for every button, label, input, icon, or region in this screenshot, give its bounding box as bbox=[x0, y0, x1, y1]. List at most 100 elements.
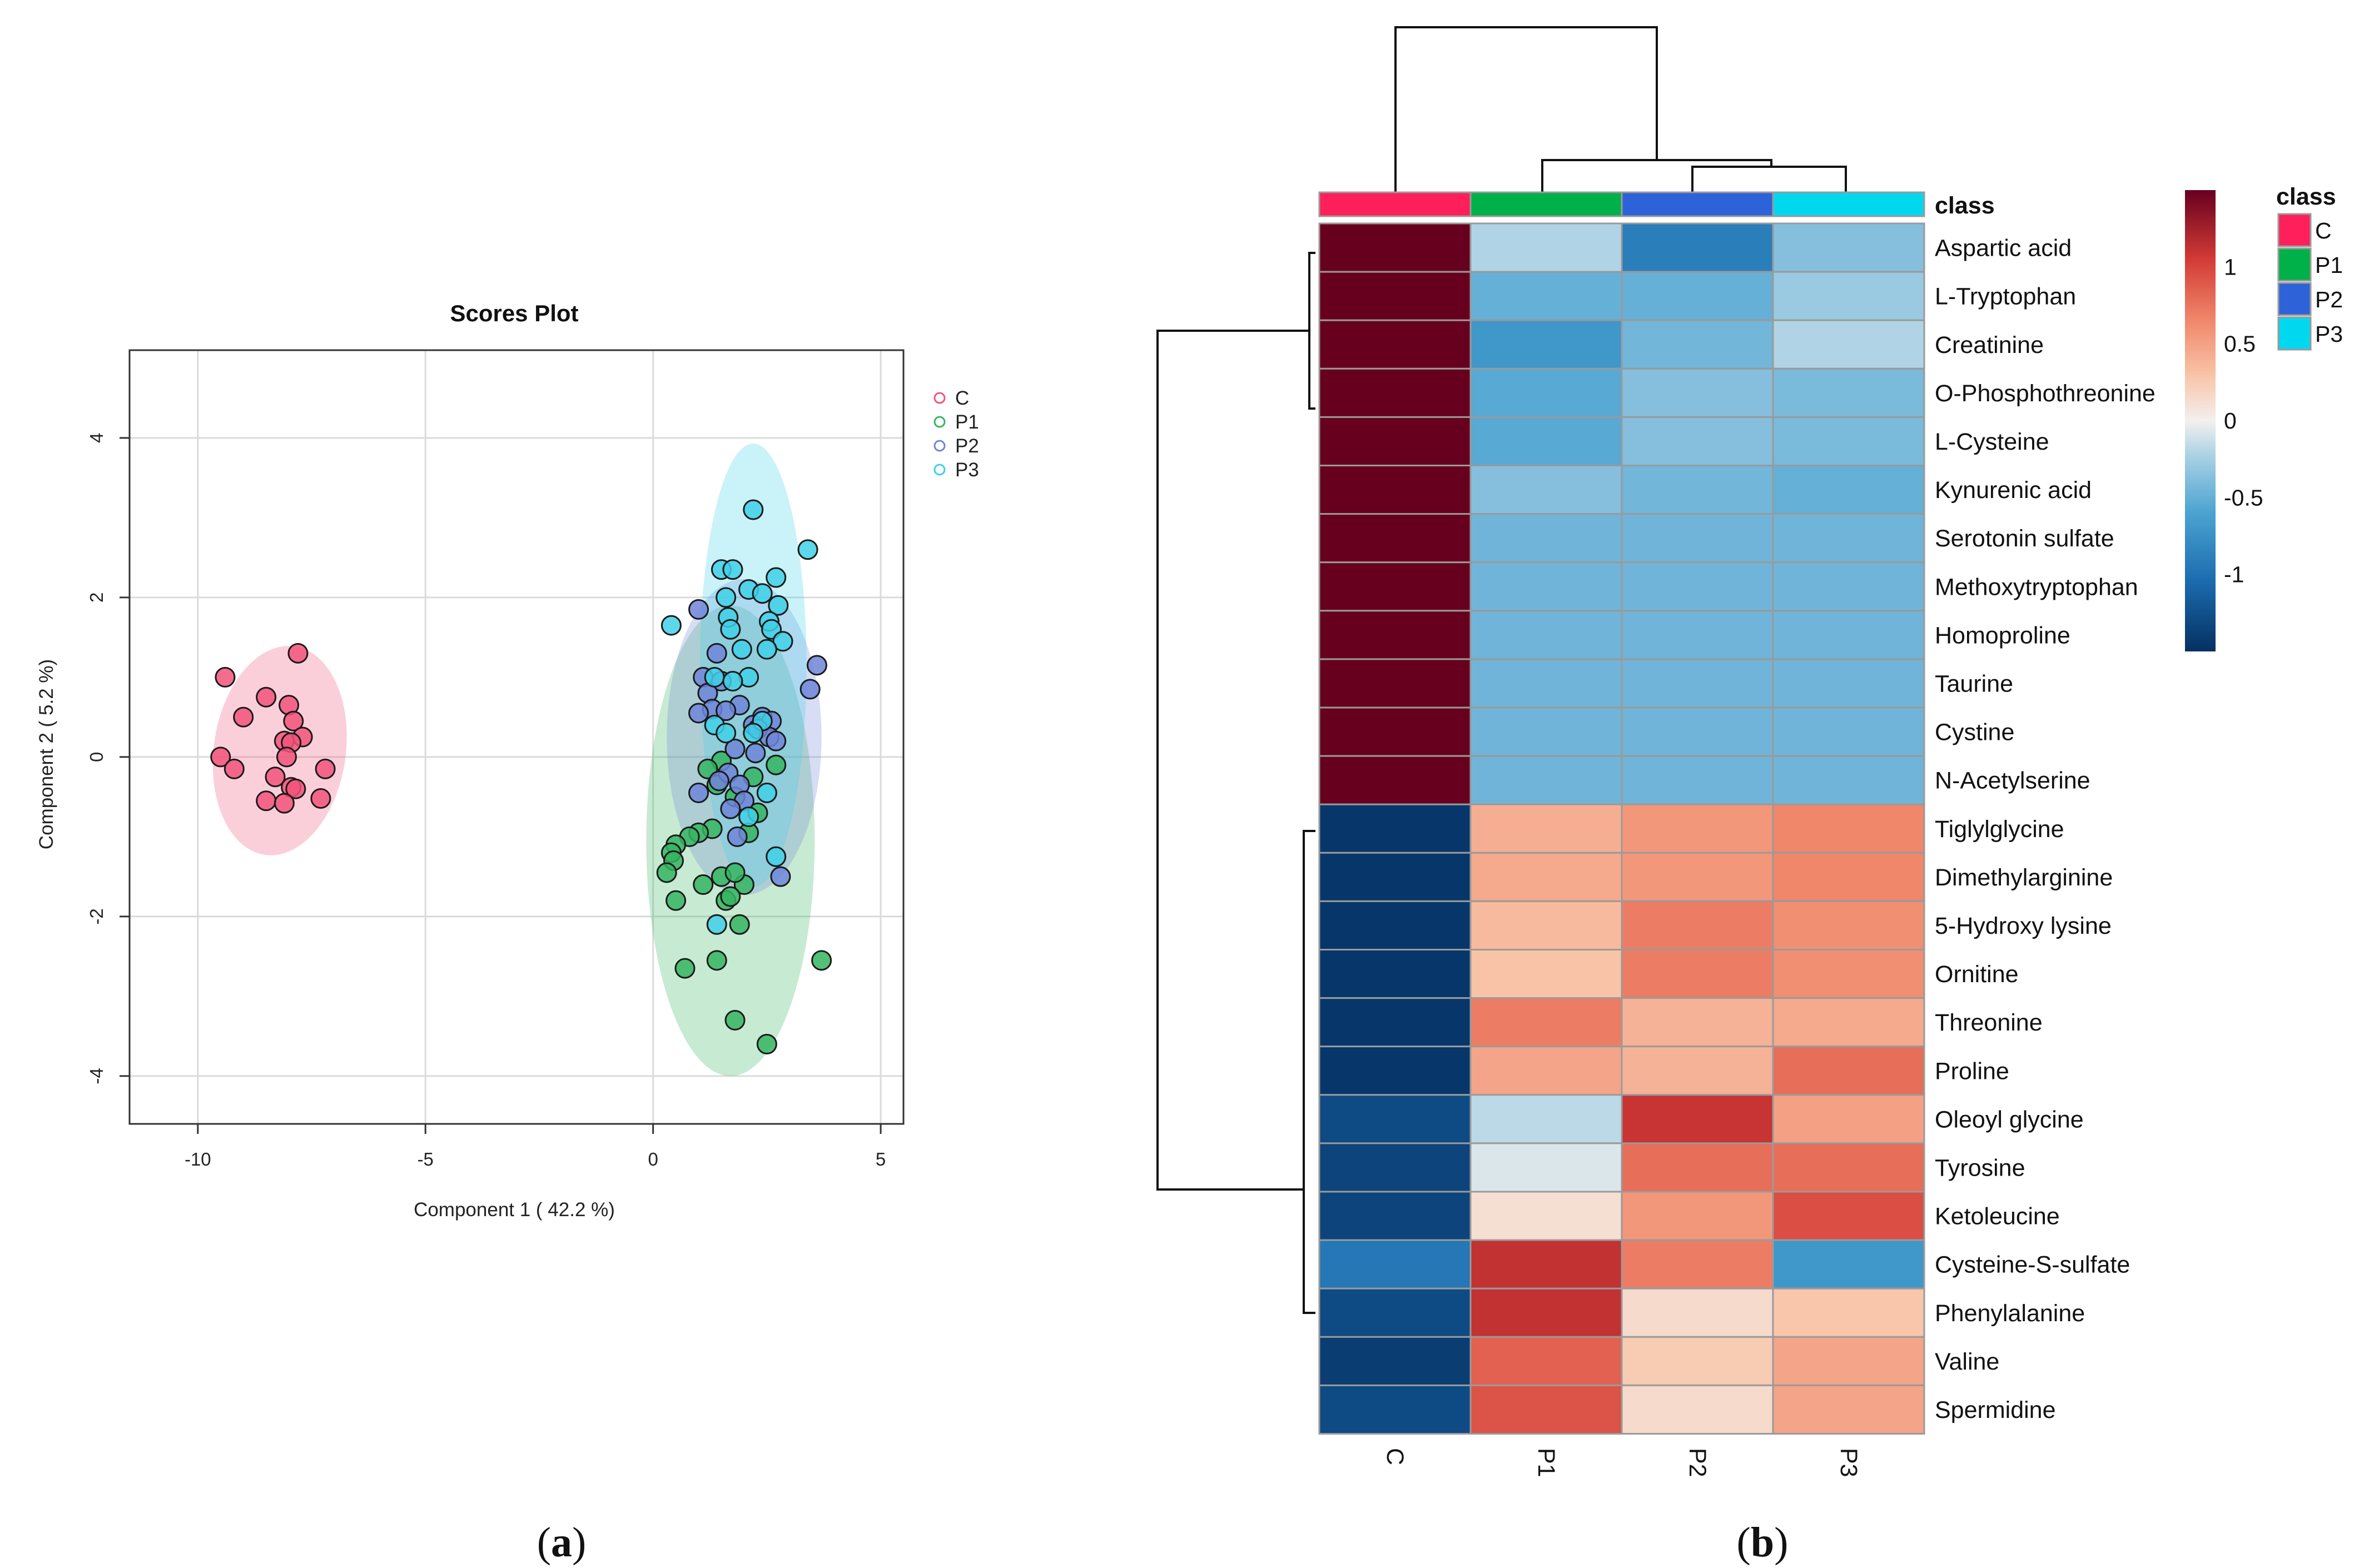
heatmap-cell bbox=[1621, 416, 1774, 467]
y-tick-label: -2 bbox=[86, 908, 107, 924]
legend-marker-p3 bbox=[933, 464, 946, 476]
colorbar-tick-label: 1 bbox=[2224, 254, 2237, 280]
heatmap-cell bbox=[1772, 1384, 1925, 1435]
scores-plot-panel: Scores Plot -10 -5 0 5 -4 -2 0 2 4 Component 1 (… bbox=[36, 300, 979, 1221]
heatmap-cell bbox=[1318, 1336, 1472, 1386]
heatmap-row-label: N-Acetylserine bbox=[1935, 768, 2090, 794]
heatmap-cell bbox=[1318, 513, 1472, 564]
heatmap-row-label: Cystine bbox=[1935, 719, 2014, 746]
heatmap-cell bbox=[1772, 319, 1925, 370]
scatter-point-p2 bbox=[724, 739, 746, 760]
scatter-point-c bbox=[276, 746, 297, 768]
heatmap-cell bbox=[1621, 1191, 1774, 1241]
legend-label-p1: P1 bbox=[955, 411, 979, 433]
heatmap-column-label: C bbox=[1382, 1448, 1408, 1465]
scatter-point-p3 bbox=[720, 619, 741, 640]
heatmap-cell bbox=[1772, 513, 1925, 564]
scatter-point-c bbox=[256, 790, 277, 812]
heatmap-cell bbox=[1318, 755, 1472, 805]
scatter-point-p3 bbox=[704, 666, 725, 688]
class-annotation-label: class bbox=[1935, 192, 1995, 219]
heatmap-cell bbox=[1772, 997, 1925, 1048]
heatmap-cell bbox=[1469, 561, 1623, 612]
class-key-swatch-p1 bbox=[2277, 247, 2312, 282]
scatter-point-p3 bbox=[766, 846, 787, 867]
legend-marker-p2 bbox=[933, 440, 946, 452]
scatter-point-c bbox=[210, 746, 231, 768]
heatmap-column-label: P3 bbox=[1835, 1448, 1862, 1477]
colorbar-ticks: 1 0.5 0 -0.5 -1 bbox=[2224, 254, 2263, 587]
heatmap-cell bbox=[1469, 222, 1623, 273]
x-tick-label: -5 bbox=[418, 1149, 434, 1169]
heatmap-cell bbox=[1772, 367, 1925, 418]
y-axis-title: Component 2 ( 5.2 %) bbox=[36, 659, 57, 849]
heatmap-cell bbox=[1469, 513, 1623, 564]
panel-label-b: (b) bbox=[1737, 1519, 1789, 1566]
colorbar-tick-label: -1 bbox=[2224, 562, 2244, 588]
heatmap-cell bbox=[1621, 852, 1774, 902]
heatmap-cell bbox=[1318, 1142, 1472, 1193]
heatmap-cell bbox=[1621, 367, 1774, 418]
colorbar-tick-label: 0 bbox=[2224, 408, 2237, 434]
heatmap-row-label: Methoxytryptophan bbox=[1935, 574, 2138, 600]
scatter-point-p1 bbox=[811, 950, 832, 971]
heatmap-row-label: Creatinine bbox=[1935, 332, 2044, 359]
heatmap-cell bbox=[1772, 1191, 1925, 1241]
heatmap-cell bbox=[1318, 852, 1472, 902]
heatmap-cell bbox=[1318, 561, 1472, 612]
heatmap-row-label: Valine bbox=[1935, 1348, 1999, 1375]
heatmap-cell bbox=[1621, 1336, 1774, 1386]
y-tick-label: 0 bbox=[86, 752, 107, 762]
heatmap-cell bbox=[1469, 755, 1623, 805]
scatter-point-p3 bbox=[743, 723, 764, 744]
heatmap-column-labels: C P1 P2 P3 bbox=[1382, 1448, 1862, 1477]
class-key-swatch-c bbox=[2277, 213, 2312, 247]
heatmap-cell bbox=[1318, 1094, 1472, 1144]
heatmap-cell bbox=[1318, 271, 1472, 321]
legend-label-p2: P2 bbox=[955, 435, 979, 457]
heatmap-cell bbox=[1772, 1287, 1925, 1338]
heatmap-row-label: Tiglylglycine bbox=[1935, 816, 2064, 843]
scatter-point-p3 bbox=[722, 671, 743, 692]
scatter-point-p3 bbox=[716, 587, 737, 608]
heatmap-cell bbox=[1772, 271, 1925, 321]
class-bar-cell-p3 bbox=[1772, 191, 1925, 217]
heatmap-column-label: P1 bbox=[1533, 1448, 1560, 1477]
heatmap-cell bbox=[1469, 1094, 1623, 1144]
heatmap-row-label: Ornitine bbox=[1935, 961, 2019, 988]
scatter-point-p2 bbox=[745, 743, 766, 764]
heatmap-cell bbox=[1772, 610, 1925, 660]
heatmap-row-label: L-Cysteine bbox=[1935, 429, 2049, 455]
scatter-point-p1 bbox=[656, 862, 677, 883]
scatter-points bbox=[210, 499, 832, 1054]
heatmap-row-label: Proline bbox=[1935, 1058, 2009, 1084]
heatmap-cell bbox=[1621, 465, 1774, 515]
heatmap-cell bbox=[1772, 416, 1925, 467]
heatmap-cell bbox=[1772, 658, 1925, 709]
heatmap-cell bbox=[1318, 416, 1472, 467]
heatmap-cell bbox=[1318, 465, 1472, 515]
heatmap-cell bbox=[1621, 561, 1774, 612]
heatmap-cell bbox=[1621, 222, 1774, 273]
heatmap-cell bbox=[1772, 1046, 1925, 1096]
scatter-point-p1 bbox=[724, 862, 746, 883]
colorbar-tick-label: 0.5 bbox=[2224, 331, 2256, 357]
heatmap-cell bbox=[1772, 949, 1925, 999]
x-tick-label: 5 bbox=[876, 1149, 886, 1169]
heatmap-cell bbox=[1469, 610, 1623, 660]
heatmap-cell bbox=[1621, 271, 1774, 321]
scatter-point-p2 bbox=[806, 655, 827, 676]
heatmap-row-label: O-Phosphothreonine bbox=[1935, 380, 2156, 407]
scatter-point-p1 bbox=[729, 914, 750, 935]
scatter-point-c bbox=[274, 793, 295, 814]
legend-label-p3: P3 bbox=[955, 459, 979, 481]
heatmap-row-label: Serotonin sulfate bbox=[1935, 525, 2114, 552]
heatmap-cell bbox=[1469, 1384, 1623, 1435]
heatmap-cell bbox=[1621, 997, 1774, 1048]
heatmap-cell bbox=[1469, 1046, 1623, 1096]
heatmap-cell bbox=[1621, 610, 1774, 660]
colorbar bbox=[2185, 190, 2216, 651]
heatmap-cell bbox=[1318, 610, 1472, 660]
heatmap-cell bbox=[1318, 1384, 1472, 1435]
heatmap-cell bbox=[1772, 706, 1925, 757]
